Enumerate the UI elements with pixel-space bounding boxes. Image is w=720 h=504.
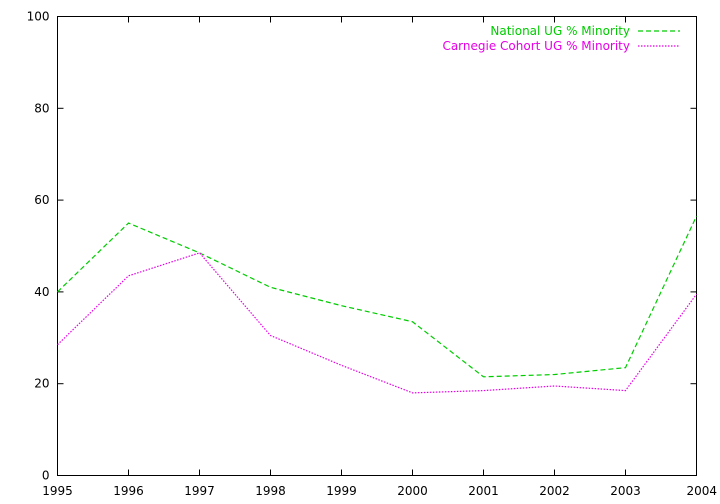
y-axis: 0 20 40 60 80 100 <box>27 10 697 483</box>
y-tick-label: 0 <box>42 469 50 483</box>
x-tick-label: 2000 <box>397 484 428 498</box>
x-tick-label: 1997 <box>184 484 215 498</box>
series-layer <box>57 215 698 394</box>
series-line-1 <box>57 215 698 378</box>
x-tick-label: 2002 <box>539 484 570 498</box>
x-tick-label: 2003 <box>610 484 641 498</box>
y-tick-label: 60 <box>34 193 49 207</box>
x-tick-label: 2001 <box>468 484 499 498</box>
series-line-2 <box>57 252 697 394</box>
x-tick-label: 2004 <box>686 484 717 498</box>
y-tick-label: 80 <box>34 101 49 115</box>
legend-label: National UG % Minority <box>490 24 630 38</box>
y-tick-label: 100 <box>27 10 50 24</box>
y-tick-label: 20 <box>34 377 49 391</box>
y-tick-label: 40 <box>34 285 49 299</box>
x-tick-label: 1999 <box>326 484 357 498</box>
x-axis: 1995 1996 1997 1998 1999 2000 2001 2002 2003 2004 <box>42 16 717 498</box>
legend-label: Carnegie Cohort UG % Minority <box>442 39 630 53</box>
x-tick-label: 1998 <box>255 484 286 498</box>
x-tick-label: 1995 <box>42 484 73 498</box>
x-tick-label: 1996 <box>113 484 144 498</box>
plot-frame <box>57 16 697 476</box>
